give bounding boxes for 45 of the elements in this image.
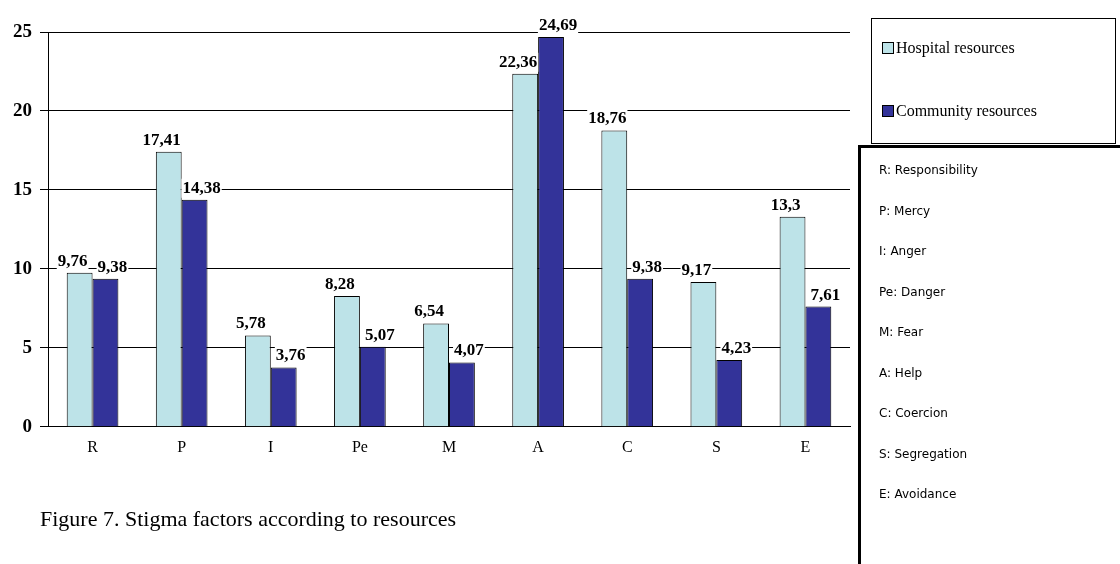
data-label: 6,54 (414, 301, 445, 321)
x-tick-label: C (621, 437, 633, 455)
data-label: 9,76 (57, 250, 88, 270)
data-label: 24,69 (538, 14, 578, 34)
text: R: Responsibility (879, 163, 978, 177)
y-tick-label: 20 (13, 98, 32, 120)
y-tick-label: 15 (13, 177, 32, 199)
y-tick-label: 0 (22, 414, 32, 436)
data-label: 22,36 (499, 51, 538, 71)
data-label: 7,61 (810, 284, 841, 304)
data-label: 9,17 (681, 259, 712, 279)
x-tick-label: S (711, 437, 721, 455)
text: I: Anger (879, 244, 927, 258)
data-label: 9,38 (97, 256, 128, 276)
text: P: Mercy (879, 203, 931, 218)
x-tick-label: Pe (351, 437, 368, 455)
text: M: Fear (879, 325, 924, 339)
data-label: 13,3 (770, 194, 801, 214)
x-tick-label: I (268, 437, 274, 455)
data-label: 8,28 (325, 273, 355, 293)
data-label: 5,78 (235, 313, 266, 333)
x-tick-label: A (532, 437, 545, 455)
y-tick-label: 25 (13, 19, 32, 41)
data-label: 14,38 (182, 177, 221, 197)
text: Figure 7. Stigma factors according to resources (40, 506, 457, 532)
text: S: Segregation (879, 446, 968, 461)
text: Pe: Danger (879, 284, 946, 299)
legend-label: Community resources (896, 102, 1037, 120)
data-label: 18,76 (588, 108, 627, 128)
y-tick-label: 5 (22, 335, 32, 357)
data-label: 9,38 (632, 256, 663, 276)
data-label: 5,07 (364, 324, 396, 344)
x-tick-label: M (441, 437, 457, 455)
text: E: Avoidance (879, 487, 957, 501)
text: C: Coercion (879, 406, 948, 420)
data-label: 4,23 (721, 337, 752, 357)
data-label: 17,41 (142, 129, 181, 149)
data-label: 3,76 (275, 345, 306, 365)
x-tick-label: R (87, 437, 99, 455)
text: A: Help (879, 365, 923, 380)
y-tick-label: 10 (13, 256, 32, 278)
x-tick-label: P (177, 437, 187, 455)
data-label: 4,07 (454, 340, 485, 360)
legend-label: Hospital resources (896, 39, 1015, 57)
x-tick-label: E (800, 437, 811, 455)
